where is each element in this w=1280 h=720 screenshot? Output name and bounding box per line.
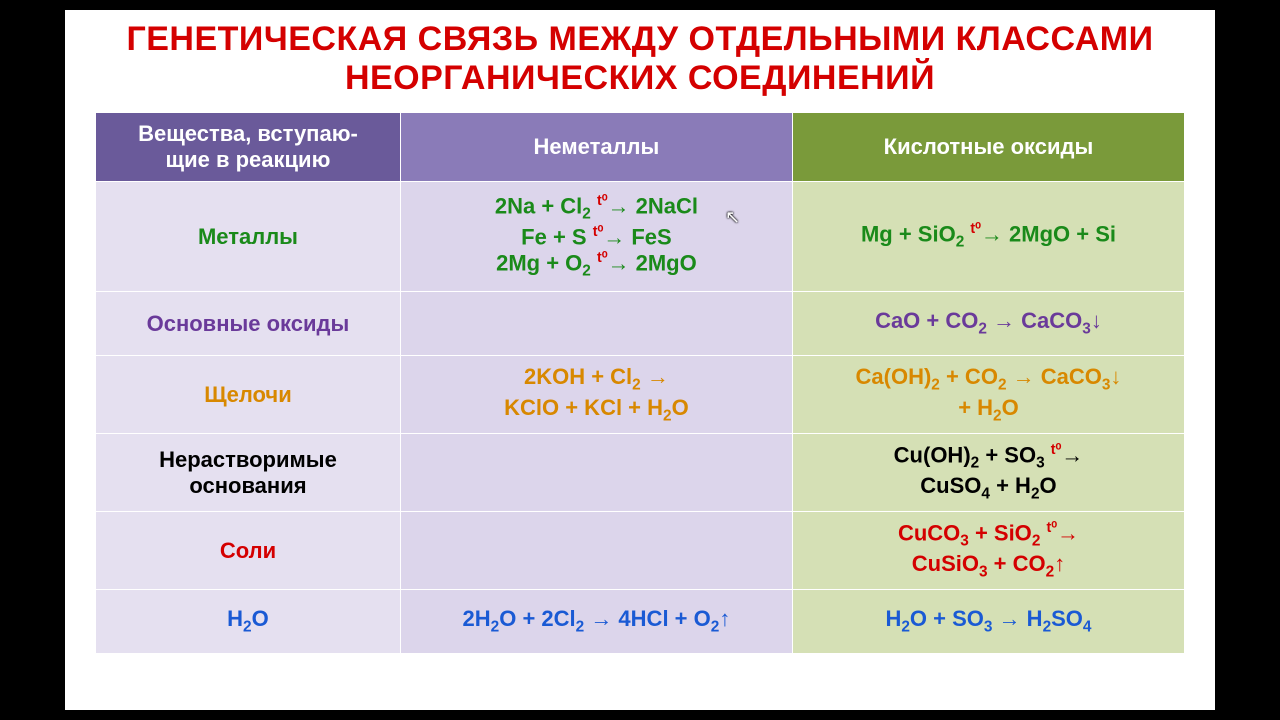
row-basic-oxides: Основные оксиды CaO + CO2 → CaCO3↓ <box>96 292 1185 356</box>
basicox-acidox-cell: CaO + CO2 → CaCO3↓ <box>792 292 1184 356</box>
row-insoluble: Нерастворимые основания Cu(OH)2 + SO3 t⁰… <box>96 433 1185 511</box>
slide-title: ГЕНЕТИЧЕСКАЯ СВЯЗЬ МЕЖДУ ОТДЕЛЬНЫМИ КЛАС… <box>95 20 1185 98</box>
label-insoluble: Нерастворимые основания <box>96 433 401 511</box>
header-nonmetals: Неметаллы <box>400 113 792 182</box>
metals-acidox-cell: Mg + SiO2 t⁰→ 2MgO + Si <box>792 182 1184 292</box>
label-h2o: H2O <box>96 590 401 654</box>
basicox-nonmetals-cell <box>400 292 792 356</box>
h2o-nonmetals-cell: 2H2O + 2Cl2 → 4HCl + O2↑ <box>400 590 792 654</box>
header-acid-oxides: Кислотные оксиды <box>792 113 1184 182</box>
label-metals: Металлы <box>96 182 401 292</box>
row-salts: Соли CuCO3 + SiO2 t⁰→ CuSiO3 + CO2↑ <box>96 512 1185 590</box>
salts-acidox-cell: CuCO3 + SiO2 t⁰→ CuSiO3 + CO2↑ <box>792 512 1184 590</box>
salts-nonmetals-cell <box>400 512 792 590</box>
header-row: Вещества, вступаю-щие в реакцию Неметалл… <box>96 113 1185 182</box>
label-alkali: Щелочи <box>96 356 401 434</box>
row-metals: Металлы 2Na + Cl2 t⁰→ 2NaCl Fe + S t⁰→ F… <box>96 182 1185 292</box>
alkali-nonmetals-cell: 2KOH + Cl2 → KClO + KCl + H2O <box>400 356 792 434</box>
row-h2o: H2O 2H2O + 2Cl2 → 4HCl + O2↑ H2O + SO3 →… <box>96 590 1185 654</box>
insol-nonmetals-cell <box>400 433 792 511</box>
insol-acidox-cell: Cu(OH)2 + SO3 t⁰→ CuSO4 + H2O <box>792 433 1184 511</box>
header-substances: Вещества, вступаю-щие в реакцию <box>96 113 401 182</box>
h2o-acidox-cell: H2O + SO3 → H2SO4 <box>792 590 1184 654</box>
label-salts: Соли <box>96 512 401 590</box>
metals-nonmetals-cell: 2Na + Cl2 t⁰→ 2NaCl Fe + S t⁰→ FeS 2Mg +… <box>400 182 792 292</box>
alkali-acidox-cell: Ca(OH)2 + CO2 → CaCO3↓+ H2O <box>792 356 1184 434</box>
row-alkali: Щелочи 2KOH + Cl2 → KClO + KCl + H2O Ca(… <box>96 356 1185 434</box>
label-basic-oxides: Основные оксиды <box>96 292 401 356</box>
chemistry-table: Вещества, вступаю-щие в реакцию Неметалл… <box>95 112 1185 654</box>
slide: ГЕНЕТИЧЕСКАЯ СВЯЗЬ МЕЖДУ ОТДЕЛЬНЫМИ КЛАС… <box>65 10 1215 710</box>
